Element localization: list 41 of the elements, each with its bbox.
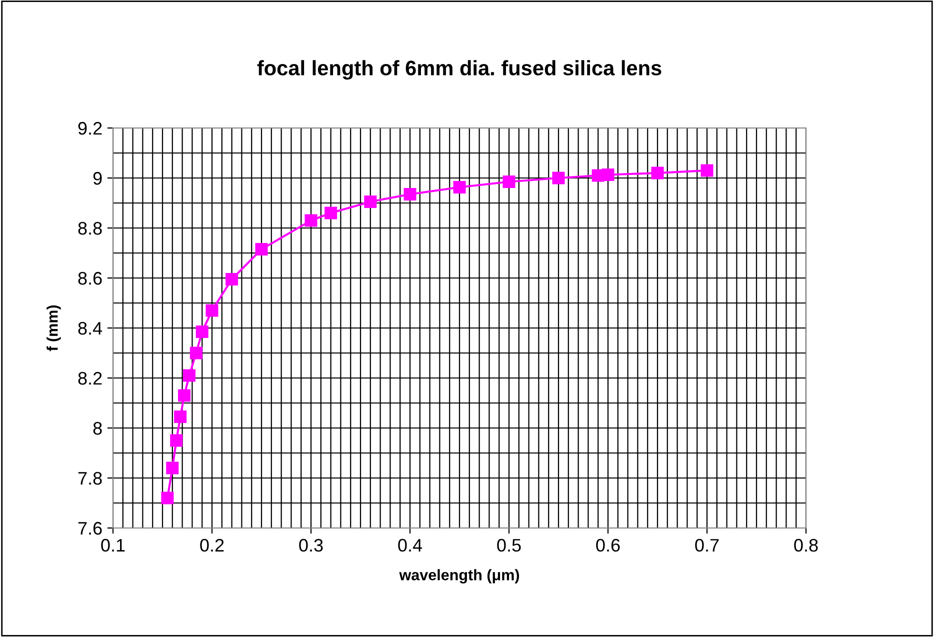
y-tick-label: 9 [93, 172, 102, 185]
y-tick-label: 8.4 [78, 322, 102, 335]
point [178, 389, 191, 402]
point [170, 434, 183, 447]
point [196, 326, 208, 338]
point [602, 168, 614, 181]
x-tick-label: 0.8 [794, 538, 818, 552]
point [182, 369, 196, 382]
point [700, 164, 714, 177]
x-tick-label: 0.6 [596, 538, 620, 552]
y-tick-label: 8 [93, 422, 102, 435]
x-tick-label: 0.1 [101, 538, 125, 552]
x-tick-label: 0.2 [200, 538, 224, 552]
y-tick-label: 9.2 [78, 122, 102, 135]
chart-title: focal length of 6mm dia. fused silica lens [257, 60, 662, 80]
point [161, 492, 174, 504]
point [166, 462, 179, 474]
point [304, 214, 318, 227]
y-axis-title: f (mm) [46, 305, 61, 352]
point [502, 176, 516, 188]
x-tick-label: 0.5 [497, 538, 521, 552]
x-tick-label: 0.4 [398, 538, 422, 552]
point [364, 196, 377, 208]
point [226, 273, 238, 286]
point [206, 304, 218, 317]
x-tick-label: 0.3 [299, 538, 323, 552]
y-tick-label: 7.6 [78, 522, 102, 535]
x-axis-title: wavelength (μm) [399, 569, 520, 584]
point [404, 188, 416, 200]
x-tick-label: 0.7 [695, 538, 719, 552]
point [255, 243, 268, 256]
point [190, 346, 202, 360]
y-tick-label: 8.8 [78, 222, 102, 235]
y-tick-label: 8.6 [78, 272, 102, 285]
point [174, 410, 187, 423]
point [453, 181, 466, 194]
y-tick-label: 7.8 [78, 472, 102, 485]
point [651, 166, 664, 180]
y-tick-label: 8.2 [78, 372, 102, 385]
point [552, 172, 565, 184]
point [324, 206, 338, 220]
